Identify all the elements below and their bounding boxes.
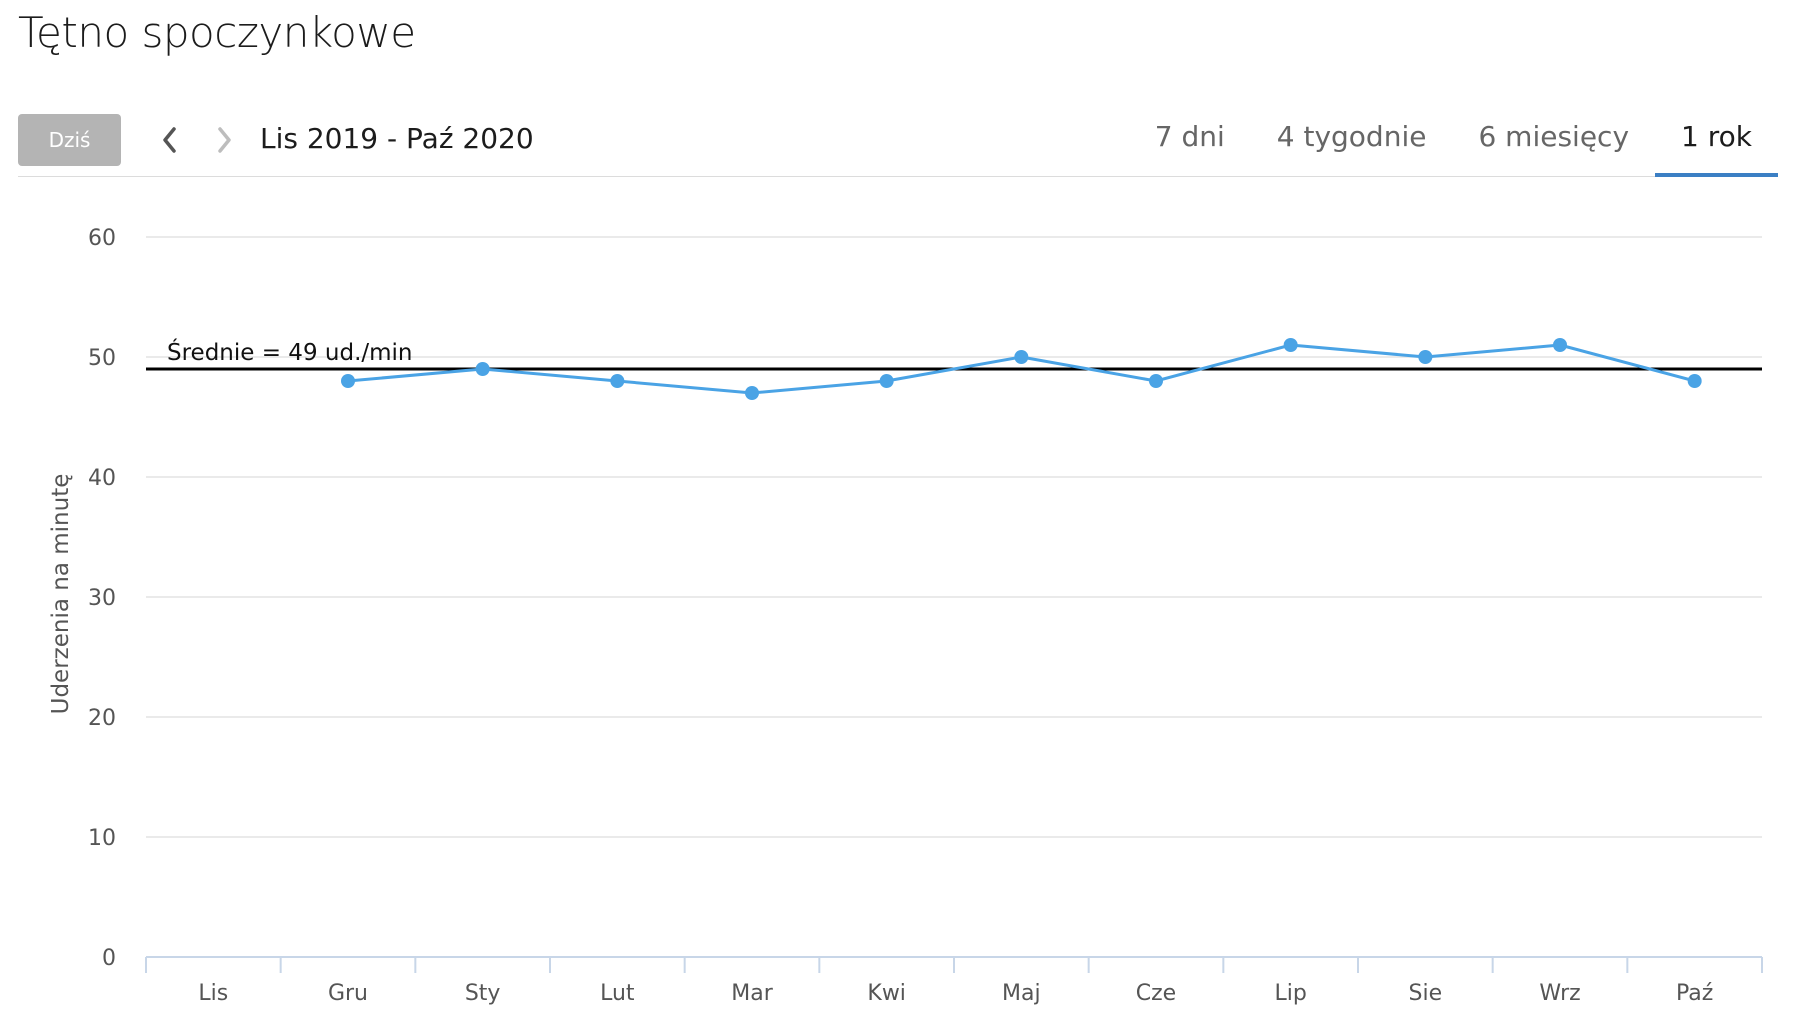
average-label: Średnie = 49 ud./min (167, 338, 413, 366)
x-tick-label: Wrz (1539, 981, 1580, 1006)
tab-6-months[interactable]: 6 miesięcy (1478, 120, 1630, 153)
x-tick-label: Maj (1002, 981, 1041, 1006)
data-point[interactable] (1283, 338, 1298, 352)
resting-heart-rate-chart: 0 10 20 30 40 50 60 Lis Gru Sty Lut Mar Kwi Maj Cze Li… (48, 226, 1763, 1006)
page-title: Tętno spoczynkowe (18, 8, 416, 57)
x-tick-label: Sty (465, 981, 501, 1006)
tab-1-year[interactable]: 1 rok (1655, 112, 1778, 177)
x-tick-label: Lis (198, 981, 228, 1006)
data-point[interactable] (1553, 338, 1567, 352)
y-tick-label: 50 (88, 346, 116, 371)
data-point[interactable] (1014, 350, 1029, 364)
chevron-right-icon[interactable] (204, 118, 244, 162)
today-button[interactable]: Dziś (18, 114, 121, 166)
data-point[interactable] (1687, 374, 1702, 388)
data-point[interactable] (475, 362, 490, 376)
date-range-label: Lis 2019 - Paź 2020 (260, 122, 534, 155)
x-tick-label: Lut (600, 981, 635, 1006)
tab-7-days[interactable]: 7 dni (1154, 120, 1225, 153)
y-tick-label: 40 (88, 466, 116, 491)
y-tick-label: 10 (88, 826, 116, 851)
x-tick-label: Cze (1136, 981, 1176, 1006)
tab-4-weeks[interactable]: 4 tygodnie (1276, 120, 1427, 153)
x-tick-label: Sie (1409, 981, 1443, 1006)
y-tick-label: 20 (88, 706, 116, 731)
data-point[interactable] (879, 374, 894, 388)
x-tick-label: Paź (1676, 981, 1713, 1006)
y-tick-label: 30 (88, 586, 116, 611)
x-tick-label: Kwi (867, 981, 906, 1006)
chevron-left-icon[interactable] (150, 118, 190, 162)
y-axis-label: Uderzenia na minutę (48, 474, 74, 715)
data-point[interactable] (341, 374, 355, 388)
range-tabs: 7 dni 4 tygodnie 6 miesięcy 1 rok (1129, 112, 1778, 177)
x-tick-label: Lip (1274, 981, 1306, 1006)
data-point[interactable] (745, 386, 759, 400)
data-point[interactable] (1149, 374, 1163, 388)
x-tick-label: Gru (328, 981, 368, 1006)
x-tick-label: Mar (731, 981, 773, 1006)
y-tick-label: 0 (102, 946, 116, 971)
y-tick-label: 60 (88, 226, 116, 251)
toolbar: Dziś Lis 2019 - Paź 2020 7 dni 4 tygodni… (18, 112, 1778, 177)
data-point[interactable] (610, 374, 625, 388)
data-point[interactable] (1418, 350, 1433, 364)
